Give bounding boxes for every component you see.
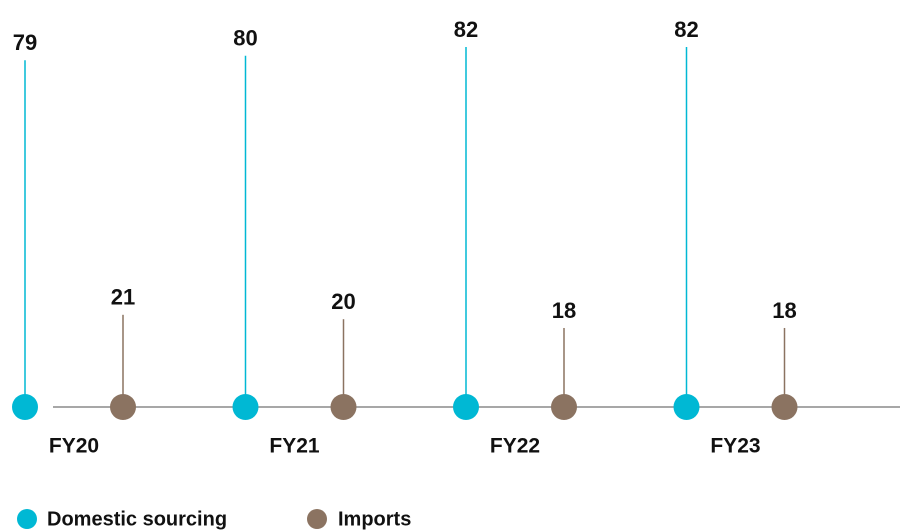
dot xyxy=(453,394,479,420)
dot xyxy=(232,394,259,420)
value-label: 82 xyxy=(674,17,698,42)
value-label: 21 xyxy=(111,285,135,310)
dot xyxy=(12,394,38,420)
value-label: 80 xyxy=(233,26,257,51)
x-tick-label: FY23 xyxy=(710,435,760,458)
x-tick-label: FY21 xyxy=(269,435,320,458)
value-label: 82 xyxy=(454,17,478,42)
legend-label: Imports xyxy=(338,508,411,530)
value-label: 20 xyxy=(331,289,355,314)
value-label: 18 xyxy=(552,298,576,323)
dot xyxy=(551,394,577,420)
value-label: 79 xyxy=(13,30,37,55)
x-tick-label: FY22 xyxy=(490,435,540,458)
x-tick-label: FY20 xyxy=(49,435,99,458)
legend-label: Domestic sourcing xyxy=(47,508,227,530)
dot xyxy=(330,394,357,420)
value-label: 18 xyxy=(772,298,796,323)
dot xyxy=(110,394,136,420)
dot xyxy=(771,394,798,420)
legend-swatch xyxy=(17,509,37,529)
dot xyxy=(673,394,700,420)
legend-swatch xyxy=(307,509,327,529)
